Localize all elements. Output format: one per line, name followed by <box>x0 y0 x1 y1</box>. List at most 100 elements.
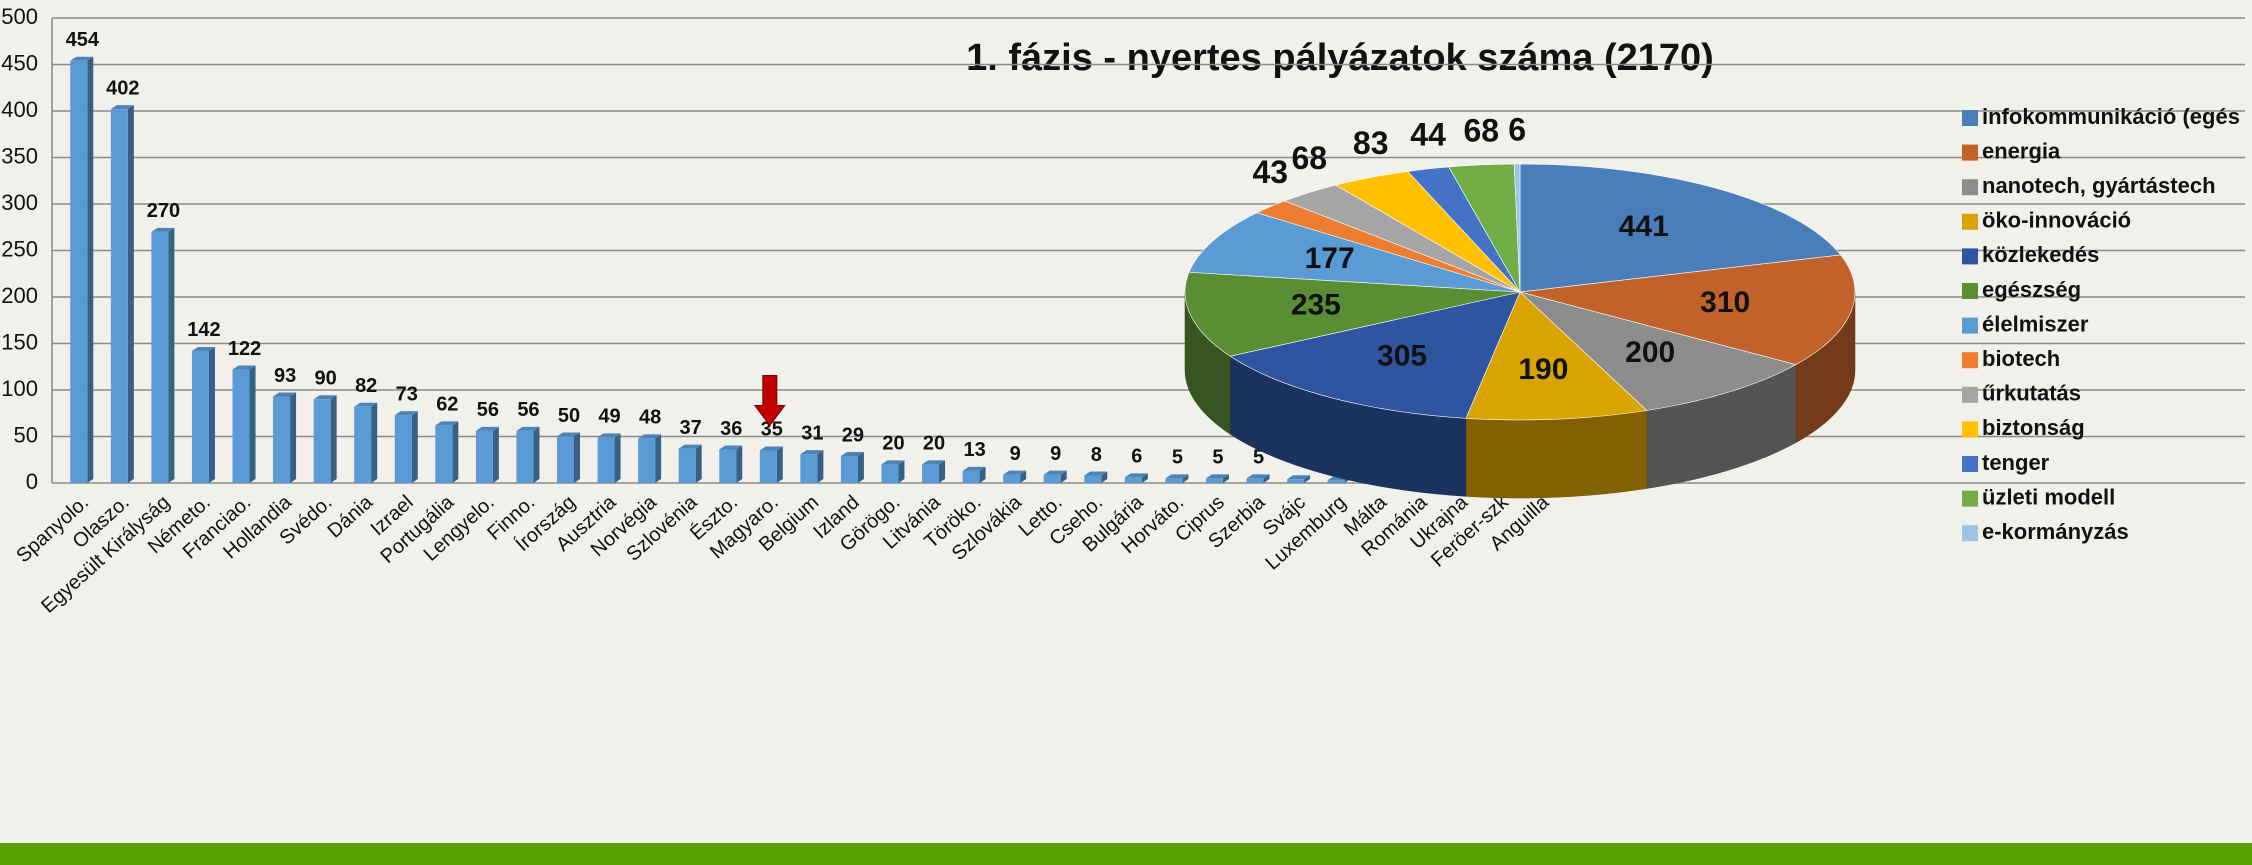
bar-top <box>800 450 824 455</box>
bar-side <box>939 460 946 483</box>
bar-side <box>655 434 662 483</box>
pie-slice <box>1229 291 1521 419</box>
data-label: 73 <box>396 383 418 405</box>
data-label: 93 <box>274 365 296 387</box>
bar-side <box>1182 474 1189 483</box>
bar-top <box>962 466 986 471</box>
bar-top <box>354 402 378 407</box>
bar-top <box>597 433 621 438</box>
data-label: 35 <box>761 419 783 441</box>
bar <box>719 449 737 483</box>
bar-top <box>394 411 418 416</box>
pie-label: 235 <box>1291 289 1341 322</box>
data-label: 402 <box>106 77 139 99</box>
bar <box>962 470 980 483</box>
bar-side <box>1101 471 1108 483</box>
legend-label: energia <box>1982 138 2061 163</box>
legend-label: öko-innováció <box>1982 208 2131 233</box>
bar-side <box>168 227 175 483</box>
bar <box>475 430 493 483</box>
data-label: 20 <box>882 433 904 455</box>
bar-side <box>898 460 905 483</box>
bar-side <box>1222 474 1229 483</box>
bar-side <box>1060 470 1067 483</box>
highlight-arrow <box>753 374 786 427</box>
pie-title: 1. fázis - nyertes pályázatok száma (217… <box>966 37 1714 79</box>
bar-top <box>516 426 540 431</box>
bar <box>70 60 88 483</box>
data-label: 56 <box>517 399 539 421</box>
bar <box>881 464 899 483</box>
bar <box>110 109 128 483</box>
bar-side <box>371 402 378 483</box>
legend-swatch <box>1962 490 1978 507</box>
bar-top <box>1165 474 1189 479</box>
bar <box>1084 475 1102 483</box>
bar-side <box>208 346 215 483</box>
data-label: 50 <box>558 405 580 427</box>
bar <box>151 231 169 483</box>
pie-label: 310 <box>1700 286 1750 319</box>
data-label: 5 <box>1172 447 1183 469</box>
bar-side <box>452 421 459 483</box>
bar <box>354 406 372 483</box>
legend-swatch <box>1962 248 1978 265</box>
legend-label: biotech <box>1982 346 2060 371</box>
data-label: 122 <box>228 338 261 360</box>
bar-top <box>922 460 946 465</box>
bar-top <box>638 434 662 439</box>
data-label: 5 <box>1212 447 1223 469</box>
bar <box>597 437 615 483</box>
bar-top <box>1084 471 1108 476</box>
y-tick-label: 300 <box>1 190 38 215</box>
y-tick-label: 450 <box>1 50 38 75</box>
bar-top <box>557 432 580 437</box>
bar <box>435 425 453 483</box>
bar <box>273 396 291 483</box>
bar-side <box>817 450 824 483</box>
bar-side <box>411 411 418 483</box>
legend-swatch <box>1962 421 1978 438</box>
data-label: 49 <box>598 406 620 428</box>
bar <box>1124 477 1142 483</box>
bar <box>759 450 777 483</box>
bar-top <box>70 56 94 61</box>
bar-top <box>759 446 783 451</box>
data-label: 13 <box>963 439 985 461</box>
bar-side <box>87 56 94 483</box>
data-label: 31 <box>801 422 823 444</box>
y-tick-label: 100 <box>1 376 38 401</box>
bar-top <box>232 365 256 370</box>
y-tick-label: 500 <box>1 4 38 29</box>
legend-label: élelmiszer <box>1982 311 2089 336</box>
pie-label: 68 <box>1291 140 1327 176</box>
pie-slice <box>1513 163 1521 293</box>
bar-top <box>1205 474 1229 479</box>
pie-slice <box>1465 291 1648 421</box>
bar-side <box>533 426 540 483</box>
bar-top <box>110 105 134 110</box>
bar-top <box>840 452 864 457</box>
data-label: 36 <box>720 418 742 440</box>
bar-side <box>1141 473 1148 483</box>
bar-side <box>857 452 864 483</box>
pie-label: 441 <box>1619 210 1669 243</box>
bar <box>922 464 940 483</box>
pie-label: 68 <box>1463 112 1499 148</box>
y-tick-label: 200 <box>1 283 38 308</box>
data-label: 5 <box>1253 447 1264 469</box>
bar-side <box>290 392 297 483</box>
y-tick-label: 400 <box>1 97 38 122</box>
bar-side <box>127 105 134 483</box>
bar <box>394 415 412 483</box>
legend-label: infokommunikáció (egés <box>1982 104 2240 129</box>
bar-top <box>1124 473 1148 478</box>
pie-label: 6 <box>1508 111 1526 147</box>
bar <box>516 430 534 483</box>
legend-swatch <box>1962 144 1978 161</box>
pie-label: 44 <box>1410 116 1446 152</box>
bar <box>800 454 818 483</box>
pie-slice <box>1519 291 1797 411</box>
legend-label: biztonság <box>1982 415 2085 440</box>
